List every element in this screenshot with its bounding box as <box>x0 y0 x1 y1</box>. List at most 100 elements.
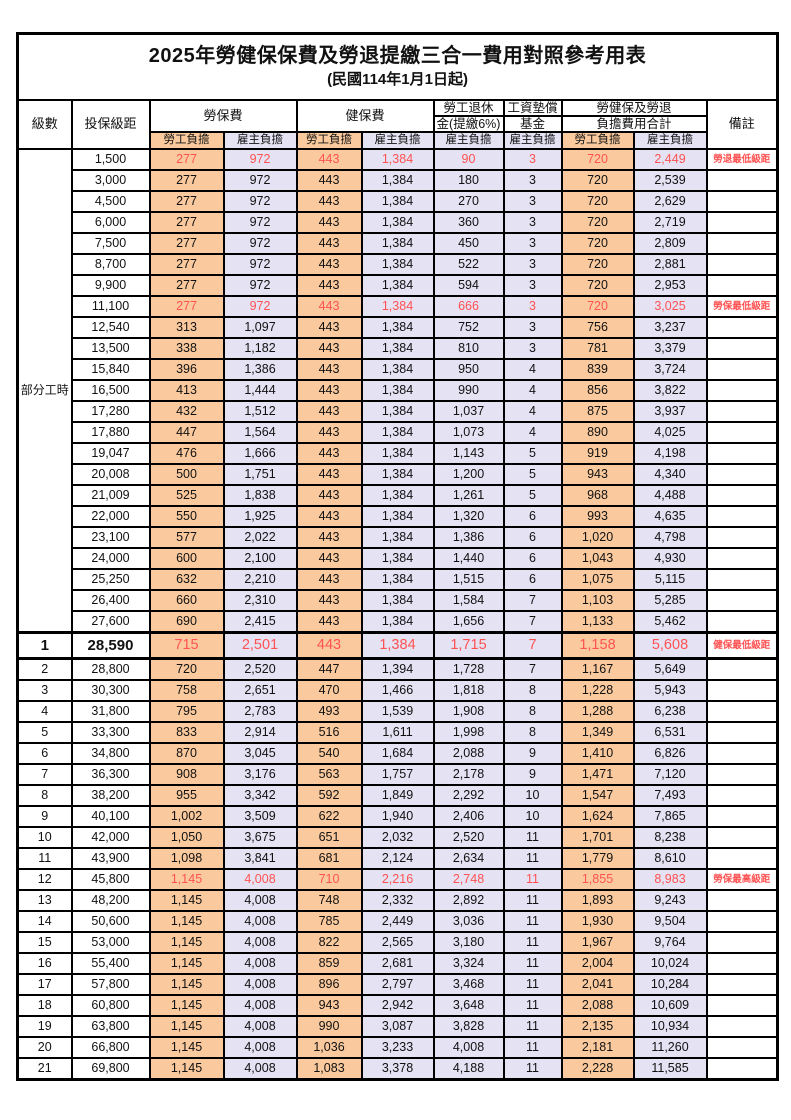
table-row: 16,500 413 1,444 443 1,384 990 4 856 3,822 <box>18 378 779 402</box>
total-employee-cell: 720 <box>560 210 635 234</box>
total-employer-cell: 4,340 <box>632 462 708 486</box>
healthins-employee-cell: 443 <box>295 462 363 486</box>
laborins-employer-cell: 1,925 <box>222 504 298 528</box>
pension-employer-cell: 2,088 <box>432 741 505 765</box>
total-employer-cell: 2,809 <box>632 231 708 255</box>
total-employer-cell: 4,798 <box>632 525 708 549</box>
col-header-labor-insurance: 勞保費 <box>148 98 298 133</box>
healthins-employer-cell: 1,384 <box>360 210 435 234</box>
healthins-employee-cell: 493 <box>295 699 363 723</box>
wagefund-employer-cell: 3 <box>502 273 563 297</box>
laborins-employee-cell: 432 <box>148 399 225 423</box>
pension-employer-cell: 2,634 <box>432 846 505 870</box>
laborins-employer-cell: 4,008 <box>222 972 298 996</box>
healthins-employee-cell: 443 <box>295 252 363 276</box>
total-employer-cell: 4,930 <box>632 546 708 570</box>
healthins-employee-cell: 443 <box>295 399 363 423</box>
laborins-employer-cell: 4,008 <box>222 930 298 954</box>
remark-cell <box>705 909 779 933</box>
wagefund-employer-cell: 11 <box>502 951 563 975</box>
laborins-employer-cell: 4,008 <box>222 993 298 1017</box>
healthins-employee-cell: 592 <box>295 783 363 807</box>
laborins-employer-cell: 2,310 <box>222 588 298 612</box>
total-employee-cell: 1,967 <box>560 930 635 954</box>
header-row-group1: 級數 投保級距 勞保費 健保費 勞工退休 工資墊償 勞健保及勞退 備註 <box>16 98 779 150</box>
laborins-employee-cell: 690 <box>148 609 225 633</box>
laborins-employer-cell: 3,841 <box>222 846 298 870</box>
table-row: 24,000 600 2,100 443 1,384 1,440 6 1,043 4,930 <box>18 546 779 570</box>
total-employer-cell: 2,881 <box>632 252 708 276</box>
healthins-employer-cell: 2,942 <box>360 993 435 1017</box>
healthins-employer-cell: 1,384 <box>360 462 435 486</box>
wagefund-employer-cell: 3 <box>502 231 563 255</box>
total-employee-cell: 1,855 <box>560 867 635 891</box>
col-header-total-line1: 勞健保及勞退 <box>560 98 708 117</box>
healthins-employer-cell: 1,384 <box>360 483 435 507</box>
pension-employer-cell: 522 <box>432 252 505 276</box>
level-group-cell: 部分工時 <box>16 147 73 633</box>
remark-cell <box>705 399 779 423</box>
bracket-cell: 31,800 <box>70 699 151 723</box>
total-employee-cell: 2,135 <box>560 1014 635 1038</box>
pension-employer-cell: 2,892 <box>432 888 505 912</box>
wagefund-employer-cell: 9 <box>502 741 563 765</box>
healthins-employer-cell: 1,384 <box>360 252 435 276</box>
bracket-cell: 60,800 <box>70 993 151 1017</box>
bracket-cell: 36,300 <box>70 762 151 786</box>
level-cell: 9 <box>16 804 73 828</box>
healthins-employee-cell: 748 <box>295 888 363 912</box>
table-row: 6,000 277 972 443 1,384 360 3 720 2,719 <box>18 210 779 234</box>
laborins-employee-cell: 600 <box>148 546 225 570</box>
laborins-employee-cell: 1,145 <box>148 1035 225 1059</box>
healthins-employee-cell: 443 <box>295 357 363 381</box>
healthins-employer-cell: 1,384 <box>360 441 435 465</box>
laborins-employer-cell: 972 <box>222 147 298 171</box>
healthins-employee-cell: 443 <box>295 315 363 339</box>
col-header-bracket: 投保級距 <box>70 98 151 150</box>
bracket-cell: 19,047 <box>70 441 151 465</box>
wagefund-employer-cell: 5 <box>502 441 563 465</box>
healthins-employee-cell: 1,083 <box>295 1056 363 1080</box>
level-cell: 12 <box>16 867 73 891</box>
laborins-employee-cell: 1,002 <box>148 804 225 828</box>
remark-cell <box>705 657 779 681</box>
total-employer-cell: 4,635 <box>632 504 708 528</box>
bracket-cell: 17,280 <box>70 399 151 423</box>
healthins-employee-cell: 681 <box>295 846 363 870</box>
total-employer-cell: 7,493 <box>632 783 708 807</box>
remark-cell <box>705 357 779 381</box>
pension-employer-cell: 1,037 <box>432 399 505 423</box>
bracket-cell: 66,800 <box>70 1035 151 1059</box>
wagefund-employer-cell: 3 <box>502 315 563 339</box>
remark-cell <box>705 951 779 975</box>
level-cell: 14 <box>16 909 73 933</box>
total-employee-cell: 1,167 <box>560 657 635 681</box>
total-employee-cell: 1,288 <box>560 699 635 723</box>
bracket-cell: 57,800 <box>70 972 151 996</box>
laborins-employee-cell: 870 <box>148 741 225 765</box>
pension-employer-cell: 3,324 <box>432 951 505 975</box>
table-row: 13,500 338 1,182 443 1,384 810 3 781 3,379 <box>18 336 779 360</box>
bracket-cell: 25,250 <box>70 567 151 591</box>
subheader-laborins-employee: 勞工負擔 <box>148 130 225 150</box>
laborins-employee-cell: 1,145 <box>148 1056 225 1080</box>
wagefund-employer-cell: 11 <box>502 846 563 870</box>
pension-employer-cell: 2,292 <box>432 783 505 807</box>
remark-cell <box>705 189 779 213</box>
laborins-employer-cell: 4,008 <box>222 888 298 912</box>
laborins-employee-cell: 550 <box>148 504 225 528</box>
healthins-employee-cell: 443 <box>295 420 363 444</box>
table-row: 4 31,800 795 2,783 493 1,539 1,908 8 1,288 6,238 <box>16 699 779 723</box>
pension-employer-cell: 2,748 <box>432 867 505 891</box>
remark-cell <box>705 252 779 276</box>
wagefund-employer-cell: 6 <box>502 525 563 549</box>
healthins-employee-cell: 859 <box>295 951 363 975</box>
healthins-employee-cell: 443 <box>295 168 363 192</box>
total-employer-cell: 4,488 <box>632 483 708 507</box>
healthins-employer-cell: 1,384 <box>360 189 435 213</box>
healthins-employee-cell: 896 <box>295 972 363 996</box>
remark-cell: 健保最低級距 <box>705 630 779 660</box>
laborins-employee-cell: 476 <box>148 441 225 465</box>
table-row: 17 57,800 1,145 4,008 896 2,797 3,468 11 2,041 10… <box>16 972 779 996</box>
wagefund-employer-cell: 6 <box>502 504 563 528</box>
